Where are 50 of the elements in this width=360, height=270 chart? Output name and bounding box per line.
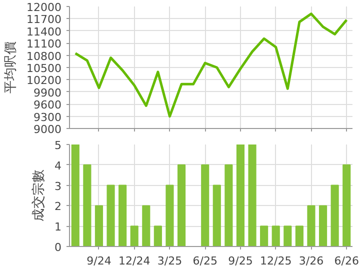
- bar: [166, 184, 174, 246]
- y-tick-label: 9600: [34, 98, 62, 112]
- bar: [106, 184, 115, 246]
- bar: [94, 205, 104, 246]
- y-axis-title: 成交宗數: [30, 170, 46, 222]
- bar: [295, 226, 304, 246]
- bar: [248, 144, 256, 246]
- bar: [118, 184, 127, 246]
- y-tick-label: 1: [54, 220, 62, 234]
- line-series: [74, 12, 348, 118]
- bar: [130, 226, 138, 246]
- x-tick-label: 12/25: [260, 254, 292, 268]
- bar: [212, 184, 221, 246]
- y-tick-label: 9000: [34, 123, 62, 136]
- bar: [284, 226, 292, 246]
- y-tick-label: 11100: [26, 38, 62, 51]
- y-tick-label: 0: [54, 241, 62, 254]
- y-tick-label: 11700: [26, 13, 62, 26]
- y-tick-label: 11400: [26, 25, 62, 38]
- x-tick-label: 9/24: [86, 254, 112, 268]
- bar: [154, 226, 162, 246]
- x-tick-label: 6/26: [334, 254, 359, 268]
- y-tick-label: 9300: [34, 110, 62, 124]
- x-tick-label: 3/26: [298, 254, 324, 268]
- y-tick-label: 12000: [26, 1, 62, 14]
- y-tick-label: 5: [54, 139, 62, 152]
- bar: [177, 164, 186, 246]
- bar: [201, 164, 210, 246]
- y-tick-label: 10800: [26, 50, 62, 63]
- bar: [142, 205, 150, 246]
- bar: [330, 184, 339, 246]
- y-axis-title: 平均呎價: [4, 42, 19, 94]
- bar: [272, 226, 280, 246]
- y-tick-label: 10200: [26, 74, 62, 88]
- y-tick-label: 9900: [34, 86, 62, 100]
- y-tick-label: 4: [54, 159, 62, 172]
- x-tick-label: 12/24: [118, 254, 150, 268]
- bar: [260, 226, 268, 246]
- bar: [224, 164, 233, 246]
- y-tick-label: 2: [54, 200, 62, 214]
- x-tick-label: 9/25: [228, 254, 253, 268]
- bar: [318, 205, 328, 246]
- x-tick-label: 3/25: [157, 254, 182, 268]
- bar: [307, 205, 316, 246]
- bar: [342, 164, 351, 246]
- x-tick-label: 6/25: [192, 254, 218, 268]
- bar: [83, 164, 92, 246]
- y-tick-label: 10500: [26, 62, 62, 75]
- bar: [236, 144, 245, 246]
- y-tick-label: 3: [54, 180, 62, 193]
